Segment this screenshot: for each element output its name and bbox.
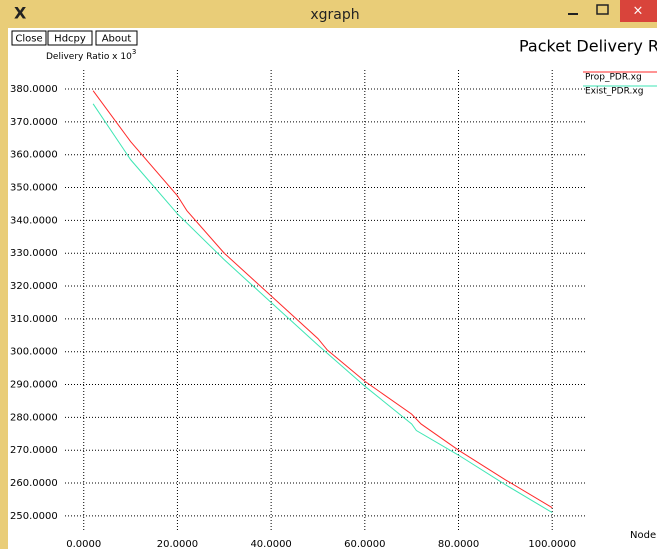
- y-tick-label: 260.0000: [10, 478, 58, 489]
- button[interactable]: [47, 30, 93, 46]
- y-axis-label: Delivery Ratio x 103: [46, 48, 136, 62]
- legend-label: Prop_PDR.xg: [585, 73, 642, 83]
- legend-label: Exist_PDR.xg: [585, 87, 643, 97]
- y-label-exponent: 3: [132, 48, 136, 56]
- y-tick-label: 270.0000: [10, 445, 58, 456]
- y-tick-label: 360.0000: [10, 150, 58, 161]
- button[interactable]: [11, 30, 47, 46]
- y-tick-label: 290.0000: [10, 380, 58, 391]
- maximize-button[interactable]: [596, 4, 609, 15]
- x-axis-label: Node: [630, 530, 656, 541]
- button-label: Hdcpy: [54, 34, 86, 45]
- chart-title: Packet Delivery Ratio: [519, 37, 657, 56]
- y-tick-label: 310.0000: [10, 314, 58, 325]
- y-tick-label: 370.0000: [10, 117, 58, 128]
- y-label-text: Delivery Ratio x 10: [46, 52, 132, 62]
- x-tick-label: 100.0000: [528, 539, 576, 549]
- x-tick-label: 80.0000: [438, 539, 479, 549]
- y-tick-label: 280.0000: [10, 412, 58, 423]
- data-line: [92, 103, 553, 514]
- y-tick-label: 330.0000: [10, 248, 58, 259]
- y-tick-label: 340.0000: [10, 215, 58, 226]
- window-title: xgraph: [310, 7, 359, 23]
- data-line: [92, 90, 553, 509]
- close-window-button[interactable]: [620, 0, 657, 22]
- x-tick-label: 40.0000: [250, 539, 291, 549]
- button-label: About: [102, 34, 132, 45]
- y-tick-label: 380.0000: [10, 84, 58, 95]
- y-tick-label: 320.0000: [10, 281, 58, 292]
- close-window-icon: ×: [633, 4, 644, 19]
- x-tick-label: 20.0000: [157, 539, 198, 549]
- button-label: Close: [15, 34, 42, 45]
- y-tick-label: 300.0000: [10, 347, 58, 358]
- y-tick-label: 350.0000: [10, 183, 58, 194]
- y-tick-label: 250.0000: [10, 511, 58, 522]
- x-tick-label: 0.0000: [66, 539, 101, 549]
- x-tick-label: 60.0000: [344, 539, 385, 549]
- left-border: [0, 0, 8, 549]
- button[interactable]: [95, 30, 138, 46]
- app-icon: X: [14, 4, 27, 23]
- title-bar: [0, 0, 657, 28]
